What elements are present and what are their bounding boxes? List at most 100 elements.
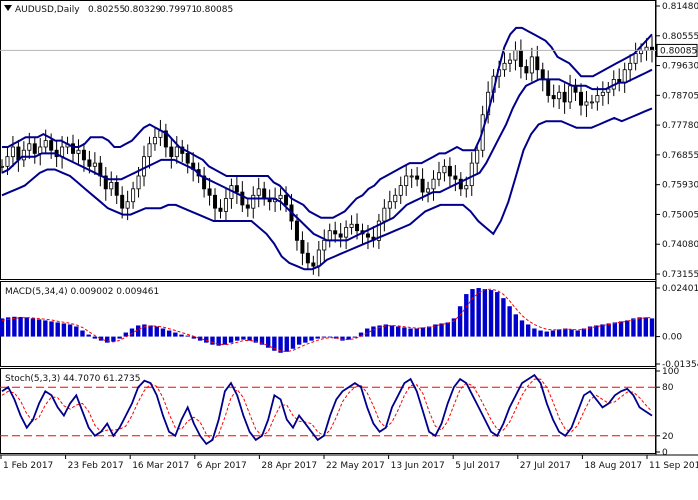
macd-bar [556, 329, 562, 337]
candle [376, 220, 381, 241]
macd-tick-label: 0.024012 [662, 284, 698, 294]
price-tick-label: 0.73155 [662, 270, 698, 280]
macd-bar [303, 336, 308, 343]
macd-bar [451, 318, 457, 337]
macd-bar [643, 317, 649, 337]
macd-bar [358, 332, 364, 337]
macd-bar [550, 330, 556, 337]
price-tick-label: 0.75005 [662, 210, 698, 220]
macd-bar [439, 323, 444, 337]
date-tick-label: 23 Feb 2017 [68, 461, 124, 471]
candle [218, 207, 223, 212]
macd-bar [272, 336, 277, 351]
macd-signal-line [1, 288, 653, 353]
date-tick-label: 6 Apr 2017 [197, 461, 247, 471]
stoch-title: Stoch(5,3,3) 44.7070 61.2735 [5, 374, 140, 384]
candle [49, 140, 54, 151]
candle [294, 220, 299, 241]
macd-bar [179, 334, 184, 337]
price-tick-label: 0.74080 [662, 240, 698, 250]
symbol-title: AUDUSD,Daily [15, 5, 80, 15]
macd-tick-label: -0.013543 [662, 360, 698, 370]
candle [595, 95, 600, 103]
macd-bar [160, 328, 166, 337]
macd-bar [402, 327, 407, 337]
candle [240, 191, 245, 206]
macd-bar [649, 318, 655, 337]
price-tick-label: 0.78705 [662, 91, 698, 101]
date-tick-label: 5 Jul 2017 [455, 461, 500, 471]
macd-bar [575, 330, 580, 337]
macd-bar [61, 323, 67, 337]
date-tick-label: 22 May 2017 [326, 461, 385, 471]
macd-bar [371, 326, 376, 337]
candle [540, 69, 545, 80]
candle [333, 230, 338, 235]
macd-bar [594, 325, 599, 337]
macd-bar [501, 298, 506, 337]
candle [584, 101, 589, 106]
date-tick-label: 13 Jun 2017 [391, 461, 445, 471]
macd-bar [210, 336, 215, 345]
macd-title: MACD(5,34,4) 0.009002 0.009461 [5, 287, 159, 297]
macd-bar [445, 322, 450, 337]
candle [284, 194, 289, 206]
macd-bar [74, 326, 79, 337]
macd-bar [612, 322, 618, 337]
current-price-badge [656, 43, 698, 57]
candle [5, 156, 10, 167]
candle [633, 53, 638, 64]
candle [622, 69, 627, 84]
date-tick-label: 11 Sep 2017 [649, 461, 698, 471]
candle [152, 136, 157, 145]
macd-bar [173, 332, 178, 337]
date-tick-label: 28 Apr 2017 [261, 461, 317, 471]
candle [475, 149, 480, 164]
price-series-layer [0, 26, 656, 277]
macd-bar [117, 336, 122, 339]
macd-bar [0, 318, 5, 337]
candle [169, 146, 174, 158]
macd-bar [12, 316, 17, 337]
macd-bar [67, 324, 73, 337]
macd-bar [352, 336, 358, 338]
macd-bar [247, 336, 252, 341]
macd-bar [309, 336, 314, 341]
candle [262, 188, 267, 199]
candle [81, 149, 86, 161]
candle [38, 146, 43, 154]
macd-bar [519, 320, 525, 337]
macd-bar [482, 289, 488, 337]
macd-tick-label: 0.00 [662, 333, 682, 343]
macd-bar [80, 330, 85, 337]
stoch-tick-label: 20 [662, 432, 674, 442]
macd-bar [24, 317, 29, 337]
macd-bar [340, 336, 345, 341]
candle [600, 91, 605, 96]
macd-bar [395, 326, 401, 337]
candle [557, 91, 562, 100]
candle [546, 78, 551, 96]
stoch-tick-label: 0 [662, 448, 668, 458]
macd-bar [129, 328, 135, 337]
candle [349, 223, 354, 228]
stoch-tick-label: 100 [662, 367, 679, 377]
candle [185, 153, 190, 164]
candle [207, 188, 212, 196]
macd-bar [36, 319, 42, 337]
macd-bar [5, 317, 11, 337]
candle [10, 146, 15, 158]
stoch-tick-label: 80 [662, 383, 674, 393]
macd-bar [327, 336, 333, 338]
candle [551, 95, 556, 100]
candle [387, 201, 392, 209]
close-value: 0.80085 [196, 5, 233, 15]
candle [142, 156, 147, 177]
candle [109, 182, 114, 190]
candle [398, 185, 403, 196]
candle [114, 182, 119, 196]
macd-bar [476, 288, 481, 337]
collapse-arrow-icon[interactable] [4, 5, 12, 11]
macd-bar [135, 325, 141, 337]
candle [213, 194, 218, 209]
